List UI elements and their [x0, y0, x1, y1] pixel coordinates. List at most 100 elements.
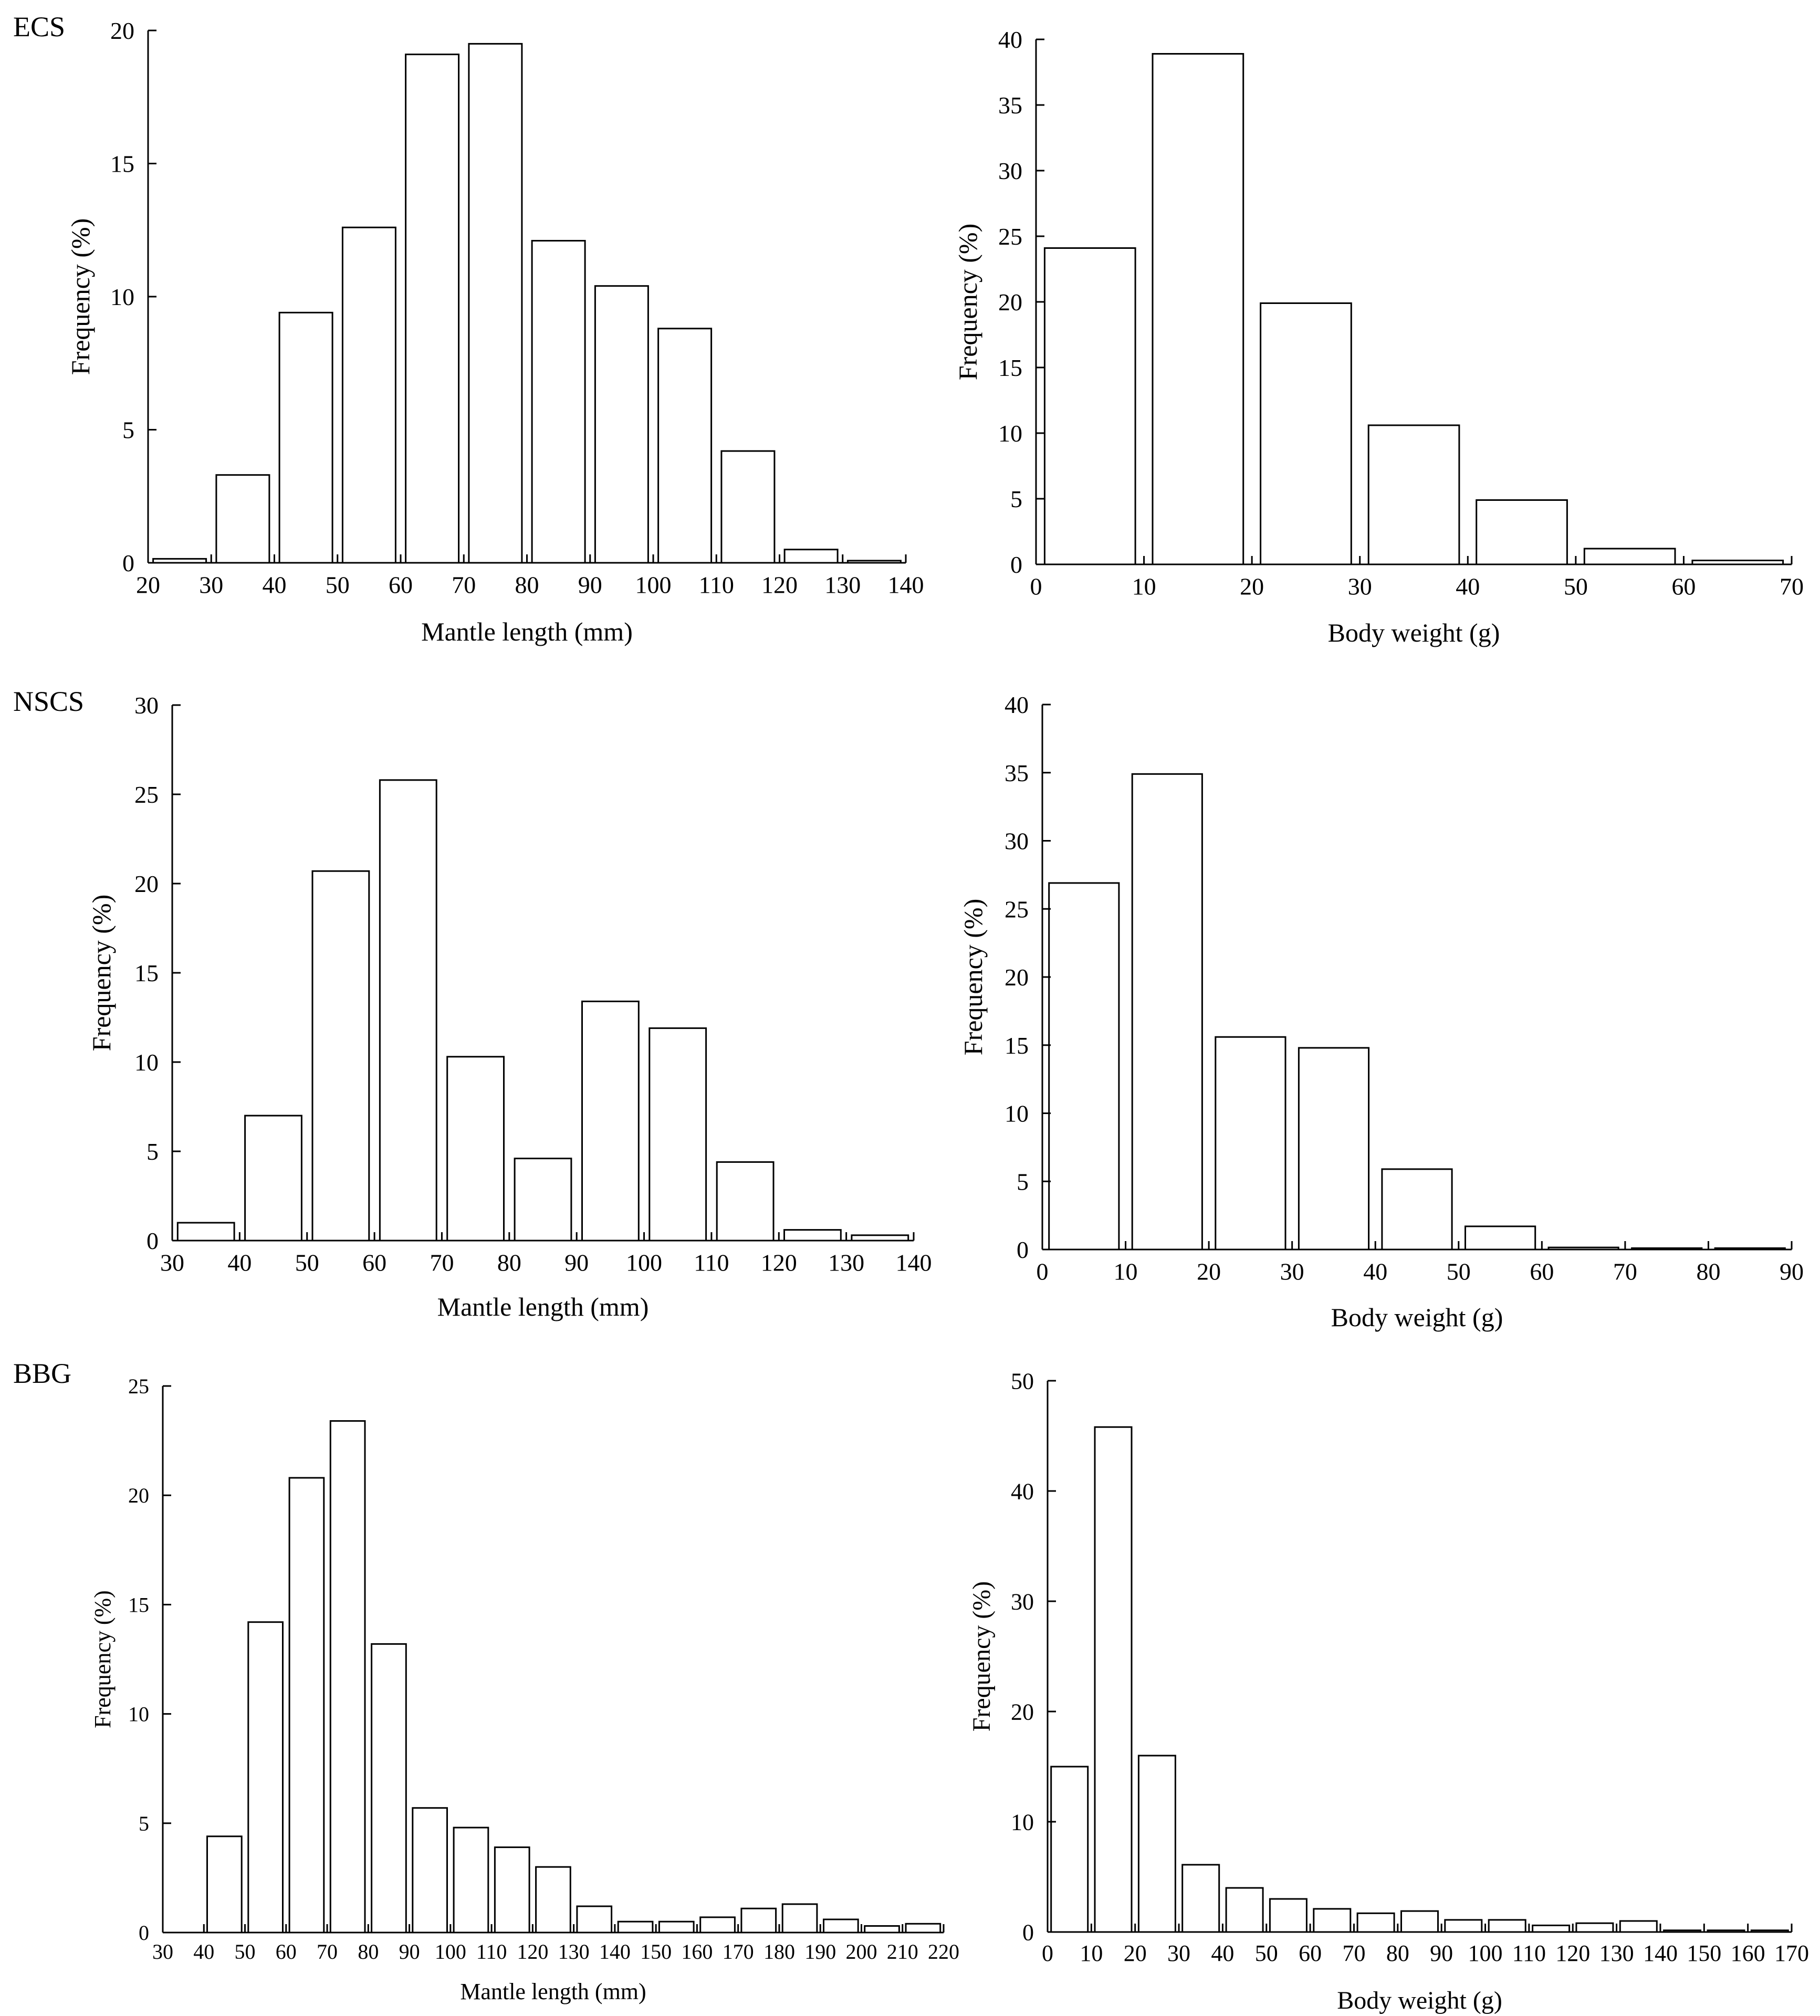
- x-tick-label: 30: [160, 1250, 184, 1276]
- bar: [1367, 424, 1460, 565]
- bar: [453, 1826, 489, 1934]
- x-tick-label: 190: [804, 1940, 836, 1964]
- bar: [514, 1158, 572, 1242]
- x-tick-label: 120: [761, 572, 798, 598]
- y-tick-label: 5: [1017, 1168, 1029, 1195]
- x-tick-label: 40: [263, 572, 287, 598]
- y-tick-label: 15: [998, 354, 1022, 381]
- y-tick-label: 35: [998, 92, 1022, 119]
- x-axis-label: Mantle length (mm): [421, 617, 633, 646]
- bar: [176, 1222, 235, 1242]
- bar: [1465, 1225, 1536, 1251]
- bar: [1225, 1887, 1264, 1933]
- x-tick-label: 100: [435, 1940, 466, 1964]
- bar: [288, 1477, 325, 1934]
- x-tick-label: 0: [1030, 573, 1042, 600]
- region-label-ecs: ECS: [13, 11, 66, 43]
- x-tick-label: 210: [887, 1940, 918, 1964]
- x-tick-label: 140: [888, 572, 924, 598]
- x-tick-label: 140: [599, 1940, 631, 1964]
- bar: [1381, 1168, 1453, 1251]
- y-axis-label: Frequency (%): [953, 224, 982, 381]
- bar: [740, 1907, 777, 1934]
- x-tick-label: 110: [1512, 1940, 1546, 1966]
- x-tick-label: 40: [227, 1250, 252, 1276]
- x-tick-label: 130: [824, 572, 861, 598]
- x-tick-label: 10: [1114, 1258, 1138, 1285]
- y-tick-label: 30: [1011, 1589, 1034, 1614]
- bar: [1260, 302, 1352, 565]
- y-tick-label: 5: [122, 417, 134, 444]
- y-tick-label: 15: [134, 960, 159, 986]
- y-tick-label: 0: [147, 1227, 159, 1254]
- bar: [494, 1846, 530, 1934]
- x-tick-label: 90: [399, 1940, 420, 1964]
- bar: [648, 1027, 707, 1242]
- x-tick-label: 170: [723, 1940, 754, 1964]
- region-label-bbg: BBG: [13, 1358, 72, 1389]
- bar: [783, 549, 839, 564]
- bar: [311, 870, 370, 1242]
- x-tick-label: 170: [1774, 1940, 1809, 1966]
- y-axis-label: Frequency (%): [90, 1590, 116, 1728]
- x-tick-label: 80: [1696, 1258, 1720, 1285]
- x-axis-label: Body weight (g): [1331, 1303, 1503, 1332]
- x-tick-label: 60: [362, 1250, 386, 1276]
- bar: [720, 450, 776, 564]
- x-axis-label: Mantle length (mm): [437, 1292, 649, 1321]
- bar: [278, 311, 333, 564]
- bar: [851, 1234, 909, 1242]
- y-tick-label: 25: [134, 781, 159, 808]
- y-tick-label: 30: [134, 692, 159, 719]
- y-tick-label: 20: [998, 289, 1022, 316]
- y-axis-label: Frequency (%): [87, 895, 116, 1052]
- bar: [247, 1621, 284, 1934]
- bar: [658, 1920, 695, 1934]
- x-tick-label: 60: [1671, 573, 1696, 600]
- x-tick-label: 60: [1530, 1258, 1554, 1285]
- y-tick-label: 30: [998, 158, 1022, 184]
- bar: [905, 1923, 942, 1934]
- x-tick-label: 70: [1342, 1940, 1365, 1966]
- x-tick-label: 30: [1167, 1940, 1190, 1966]
- x-tick-label: 20: [1197, 1258, 1221, 1285]
- bar: [716, 1161, 775, 1242]
- x-tick-label: 80: [497, 1250, 521, 1276]
- bar: [1400, 1910, 1439, 1933]
- bar: [1298, 1047, 1370, 1251]
- region-label-nscs: NSCS: [13, 686, 85, 717]
- bar: [781, 1903, 818, 1934]
- bar: [783, 1229, 842, 1242]
- bar: [1131, 773, 1203, 1251]
- y-tick-label: 15: [1005, 1032, 1029, 1059]
- x-tick-label: 20: [1124, 1940, 1147, 1966]
- y-tick-label: 35: [1005, 760, 1029, 786]
- bar: [1356, 1912, 1395, 1933]
- bar: [1269, 1898, 1308, 1933]
- x-tick-label: 70: [452, 572, 476, 598]
- y-tick-label: 0: [1022, 1919, 1034, 1945]
- x-tick-label: 150: [640, 1940, 672, 1964]
- x-tick-label: 50: [1255, 1940, 1278, 1966]
- x-tick-label: 100: [635, 572, 672, 598]
- x-tick-label: 90: [1780, 1258, 1804, 1285]
- x-tick-label: 140: [1643, 1940, 1678, 1966]
- y-tick-label: 15: [128, 1593, 149, 1616]
- x-tick-label: 120: [517, 1940, 548, 1964]
- bar: [405, 54, 460, 564]
- y-axis-label: Frequency (%): [958, 899, 988, 1056]
- x-tick-label: 70: [1613, 1258, 1637, 1285]
- x-tick-label: 100: [1468, 1940, 1503, 1966]
- x-tick-label: 50: [1564, 573, 1588, 600]
- x-tick-label: 160: [681, 1940, 713, 1964]
- bar: [657, 328, 713, 564]
- y-tick-label: 20: [110, 17, 134, 44]
- y-tick-label: 5: [139, 1812, 149, 1835]
- x-tick-label: 140: [896, 1250, 932, 1276]
- x-tick-label: 120: [1555, 1940, 1590, 1966]
- x-tick-label: 80: [358, 1940, 379, 1964]
- x-tick-label: 110: [476, 1940, 507, 1964]
- x-tick-label: 60: [1299, 1940, 1322, 1966]
- y-tick-label: 30: [1005, 828, 1029, 855]
